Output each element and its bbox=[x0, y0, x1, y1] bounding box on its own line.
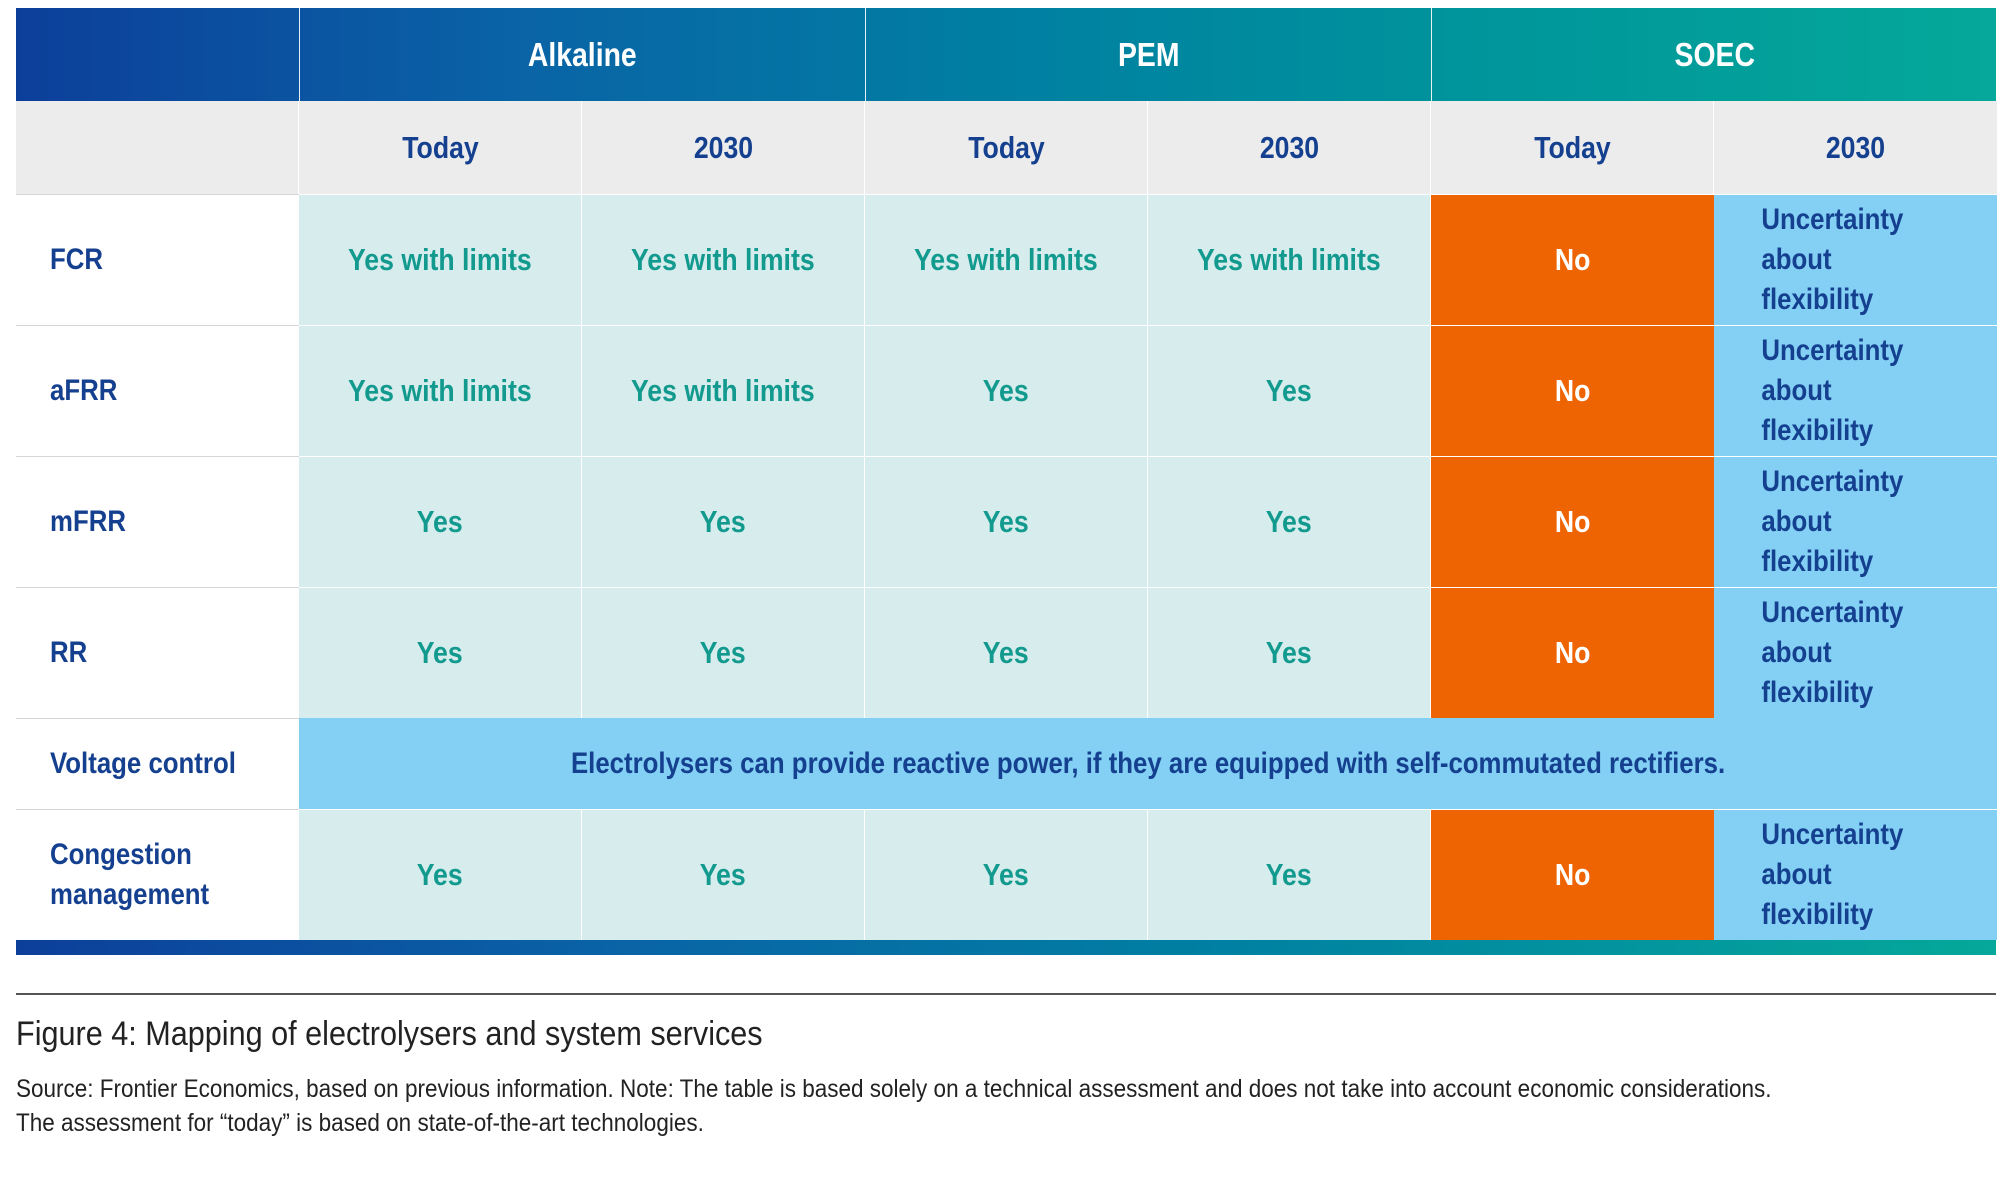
table-bottom-bar bbox=[16, 940, 1996, 955]
table-cell: Yes bbox=[299, 587, 582, 718]
table-cell: Yes bbox=[1148, 325, 1431, 456]
figure-caption: Figure 4: Mapping of electrolysers and s… bbox=[16, 1015, 763, 1053]
tech-header-pem: PEM bbox=[865, 8, 1431, 101]
table-cell: Yes bbox=[582, 587, 865, 718]
period-header: 2030 bbox=[582, 101, 865, 194]
row-label-mfrr: mFRR bbox=[16, 456, 299, 587]
table-cell: Yes bbox=[865, 587, 1148, 718]
row-label-voltage-control: Voltage control bbox=[16, 718, 299, 809]
tech-header-soec: SOEC bbox=[1431, 8, 1997, 101]
period-header: 2030 bbox=[1148, 101, 1431, 194]
table-cell-uncertainty: Uncertainty about flexibility bbox=[1714, 587, 1997, 718]
table-cell: Yes with limits bbox=[582, 194, 865, 325]
row-label-fcr: FCR bbox=[16, 194, 299, 325]
row-label-congestion-management: Congestion management bbox=[16, 809, 299, 940]
caption-divider bbox=[16, 993, 1996, 995]
source-line-2: The assessment for “today” is based on s… bbox=[16, 1109, 704, 1137]
table-cell: Yes bbox=[1148, 809, 1431, 940]
source-line-1: Source: Frontier Economics, based on pre… bbox=[16, 1075, 1772, 1103]
table-cell-no: No bbox=[1431, 194, 1714, 325]
table-cell: Yes with limits bbox=[865, 194, 1148, 325]
table-cell-no: No bbox=[1431, 456, 1714, 587]
table-cell-uncertainty: Uncertainty about flexibility bbox=[1714, 194, 1997, 325]
table-cell: Yes bbox=[582, 809, 865, 940]
table-cell: Yes bbox=[582, 456, 865, 587]
row-label-rr: RR bbox=[16, 587, 299, 718]
table-cell-no: No bbox=[1431, 809, 1714, 940]
table-cell: Yes with limits bbox=[582, 325, 865, 456]
table-cell: Yes with limits bbox=[1148, 194, 1431, 325]
table-cell: Yes bbox=[1148, 456, 1431, 587]
row-label-afrr: aFRR bbox=[16, 325, 299, 456]
voltage-control-note: Electrolysers can provide reactive power… bbox=[299, 718, 1997, 809]
header-corner bbox=[16, 8, 299, 101]
period-header: Today bbox=[865, 101, 1148, 194]
table-cell-no: No bbox=[1431, 587, 1714, 718]
table-cell: Yes bbox=[865, 325, 1148, 456]
table-cell-uncertainty: Uncertainty about flexibility bbox=[1714, 809, 1997, 940]
period-header: Today bbox=[1431, 101, 1714, 194]
table-cell: Yes bbox=[299, 456, 582, 587]
table-cell-uncertainty: Uncertainty about flexibility bbox=[1714, 456, 1997, 587]
table-cell: Yes bbox=[1148, 587, 1431, 718]
header-band bbox=[16, 8, 1996, 101]
table-cell: Yes bbox=[865, 456, 1148, 587]
table-cell-uncertainty: Uncertainty about flexibility bbox=[1714, 325, 1997, 456]
table-cell: Yes bbox=[865, 809, 1148, 940]
table-cell: Yes with limits bbox=[299, 325, 582, 456]
period-header: 2030 bbox=[1714, 101, 1997, 194]
table-cell-no: No bbox=[1431, 325, 1714, 456]
tech-header-alkaline: Alkaline bbox=[299, 8, 865, 101]
period-header: Today bbox=[299, 101, 582, 194]
table-cell: Yes with limits bbox=[299, 194, 582, 325]
subheader-corner bbox=[16, 101, 299, 194]
source-note: Source: Frontier Economics, based on pre… bbox=[16, 1072, 1991, 1140]
table-cell: Yes bbox=[299, 809, 582, 940]
services-table: Alkaline PEM SOEC Today 2030 Today 2030 … bbox=[16, 8, 1997, 940]
